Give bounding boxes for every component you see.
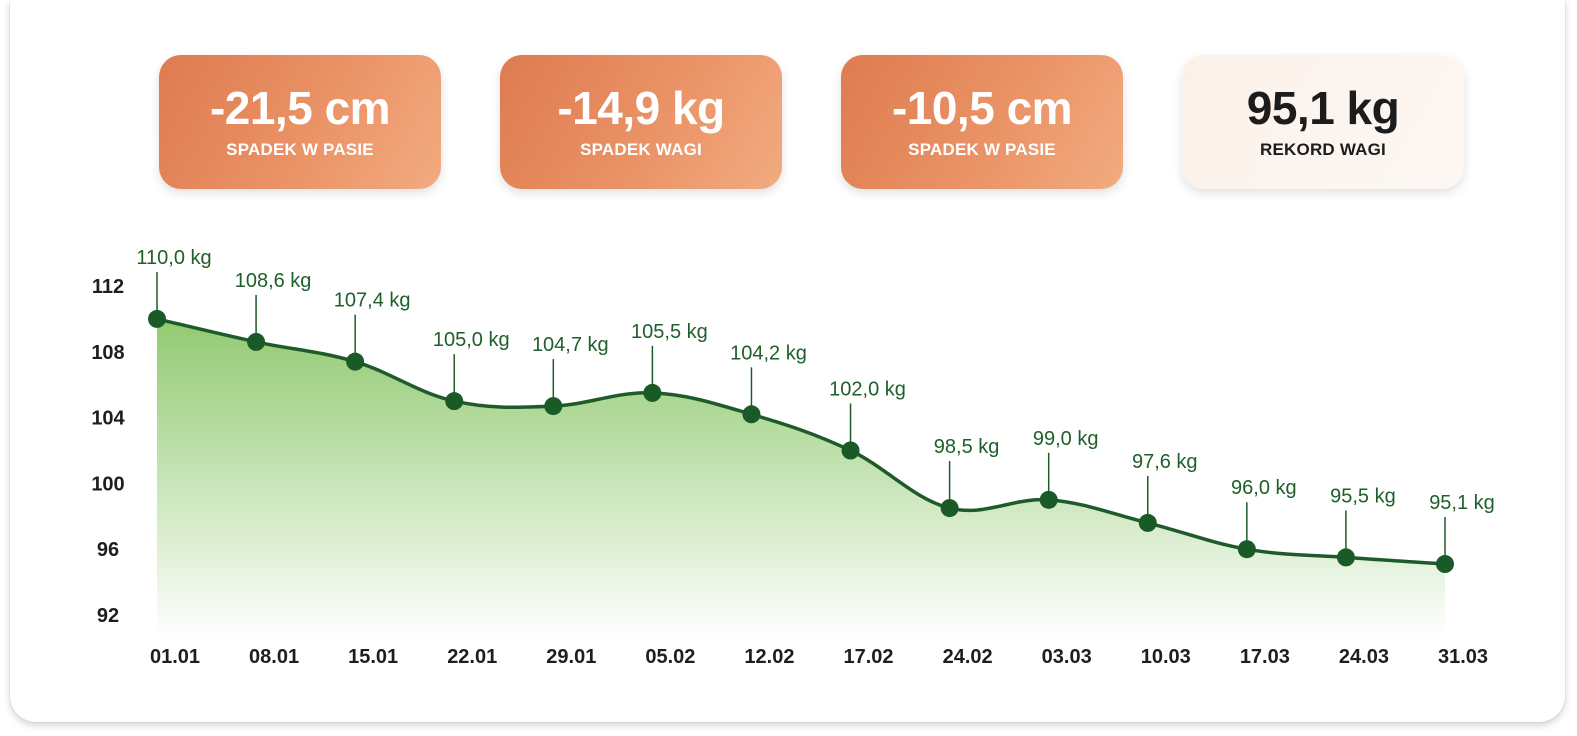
x-tick-label: 05.02 xyxy=(645,646,695,668)
data-label: 99,0 kg xyxy=(1033,428,1099,450)
data-label: 95,5 kg xyxy=(1330,485,1396,507)
data-points xyxy=(148,309,1454,574)
x-tick-label: 24.02 xyxy=(943,646,993,668)
data-point xyxy=(148,309,166,328)
data-point xyxy=(1336,548,1355,567)
stat-label: REKORD WAGI xyxy=(1260,140,1386,159)
x-tick-label: 17.03 xyxy=(1240,646,1290,668)
data-label: 108,6 kg xyxy=(235,270,312,292)
y-tick-label: 92 xyxy=(97,605,119,627)
data-point xyxy=(1039,490,1058,509)
data-point xyxy=(742,405,761,424)
x-tick-label: 22.01 xyxy=(447,646,497,668)
data-label: 102,0 kg xyxy=(829,379,906,401)
area-fill xyxy=(157,318,1445,638)
data-point xyxy=(841,441,860,460)
x-tick-label: 03.03 xyxy=(1042,646,1092,668)
x-tick-label: 17.02 xyxy=(844,646,894,668)
stat-value: -21,5 cm xyxy=(209,82,391,134)
data-label: 98,5 kg xyxy=(934,436,1000,458)
data-label: 110,0 kg xyxy=(136,247,211,269)
x-tick-label: 10.03 xyxy=(1141,646,1191,668)
data-label: 97,6 kg xyxy=(1132,451,1198,473)
x-tick-label: 08.01 xyxy=(249,646,299,668)
data-point xyxy=(247,332,266,351)
x-tick-label: 29.01 xyxy=(546,646,596,668)
data-point xyxy=(445,392,464,411)
y-tick-label: 112 xyxy=(92,276,124,298)
x-tick-label: 12.02 xyxy=(744,646,794,668)
data-label: 104,2 kg xyxy=(730,342,807,364)
data-label: 105,5 kg xyxy=(631,321,708,343)
data-point xyxy=(940,499,959,518)
stat-value: 95,1 kg xyxy=(1246,82,1400,134)
y-tick-label: 100 xyxy=(91,473,124,495)
y-tick-label: 96 xyxy=(97,539,119,561)
x-axis: 01.01 08.01 15.01 22.01 29.01 05.02 12.02 17.02… xyxy=(150,646,1488,668)
y-axis: 112 108 104 100 96 92 xyxy=(91,276,125,627)
stat-label: SPADEK W PASIE xyxy=(908,140,1056,159)
stat-card-weight-loss: -14,9 kg SPADEK WAGI xyxy=(500,55,782,189)
y-tick-label: 108 xyxy=(91,342,124,364)
stat-value: -10,5 cm xyxy=(891,82,1073,134)
stat-value: -14,9 kg xyxy=(557,82,725,134)
data-point xyxy=(1237,540,1256,559)
data-point xyxy=(643,383,662,402)
data-labels: 110,0 kg 108,6 kg 107,4 kg 105,0 kg 104,7 kg… xyxy=(136,247,1494,514)
stat-label: SPADEK WAGI xyxy=(580,140,702,159)
data-label: 104,7 kg xyxy=(532,334,609,356)
x-tick-label: 24.03 xyxy=(1339,646,1389,668)
data-label: 105,0 kg xyxy=(433,329,510,351)
stat-card-waist-loss-2: -10,5 cm SPADEK W PASIE xyxy=(841,55,1123,189)
y-tick-label: 104 xyxy=(91,408,125,430)
x-tick-label: 31.03 xyxy=(1438,646,1488,668)
data-label: 107,4 kg xyxy=(334,290,411,312)
stat-card-weight-record: 95,1 kg REKORD WAGI xyxy=(1182,55,1464,189)
data-point xyxy=(544,397,563,416)
data-label: 95,1 kg xyxy=(1429,492,1495,514)
x-tick-label: 15.01 xyxy=(348,646,398,668)
x-tick-label: 01.01 xyxy=(150,646,200,668)
data-point xyxy=(1138,513,1157,532)
data-point xyxy=(1436,555,1454,574)
stat-label: SPADEK W PASIE xyxy=(226,140,374,159)
stat-card-waist-loss-1: -21,5 cm SPADEK W PASIE xyxy=(159,55,441,189)
data-point xyxy=(346,352,365,371)
data-label: 96,0 kg xyxy=(1231,477,1297,499)
